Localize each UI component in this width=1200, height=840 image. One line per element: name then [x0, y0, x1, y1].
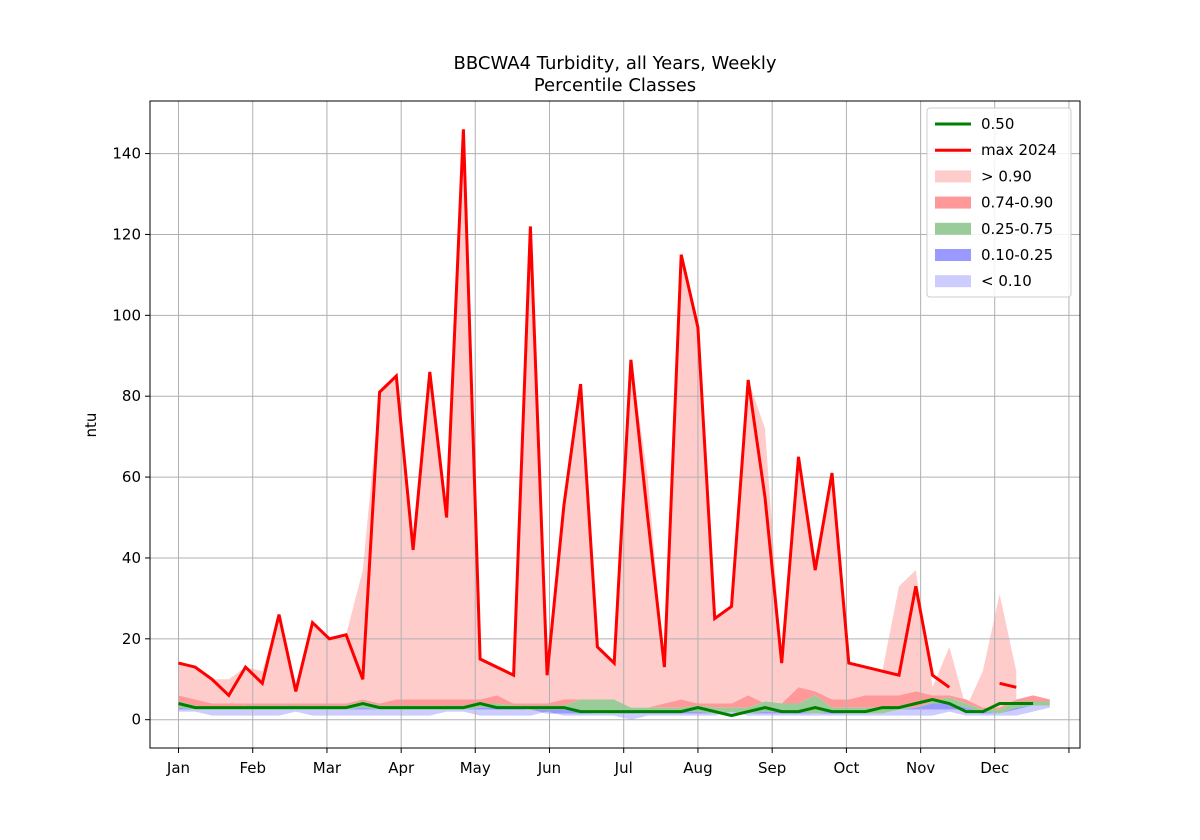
x-tick-label: Dec: [980, 759, 1009, 777]
series-line-median: [178, 697, 1034, 718]
chart-subtitle: Percentile Classes: [534, 75, 696, 96]
legend-swatch-patch: [935, 222, 971, 235]
x-tick-label: Sep: [758, 759, 786, 777]
legend-label: 0.10-0.25: [981, 246, 1053, 264]
x-tick-label: May: [460, 759, 491, 777]
x-tick-label: Oct: [833, 759, 859, 777]
legend-label: max 2024: [981, 141, 1057, 159]
band-074-090: [178, 687, 1050, 710]
x-axis: Jan Feb Mar Apr May Jun Jul Aug Sep Oct Nov Dec: [166, 748, 1070, 777]
x-tick-label: Nov: [906, 759, 935, 777]
x-tick-label: Apr: [388, 759, 415, 777]
legend: 0.50 max 2024 > 0.90 0.74-0.90 0.25-0.75 0.10…: [926, 107, 1072, 298]
x-tick-label: Jan: [166, 759, 190, 777]
series-line-max-2024: [178, 129, 1017, 698]
y-tick-label: 140: [112, 145, 141, 163]
y-tick-label: 120: [112, 225, 141, 243]
legend-label: > 0.90: [981, 167, 1032, 185]
x-tick-label: Jun: [537, 759, 561, 777]
x-tick-label: Aug: [683, 759, 712, 777]
series-lines: [178, 129, 1034, 718]
x-tick-label: Feb: [239, 759, 266, 777]
y-axis-label: ntu: [82, 413, 100, 438]
x-tick-label: Mar: [313, 759, 342, 777]
legend-swatch-patch: [935, 275, 971, 288]
y-axis: 0 20 40 60 80 100 120 140: [112, 145, 150, 729]
legend-label: 0.74-0.90: [981, 194, 1053, 212]
y-tick-label: 100: [112, 306, 141, 324]
plot-frame: [149, 100, 1081, 749]
band-below-010: [178, 705, 1050, 720]
band-above-090: [178, 129, 1017, 708]
y-tick-label: 20: [122, 630, 141, 648]
y-tick-label: 40: [122, 549, 141, 567]
x-tick-label: Jul: [614, 759, 633, 777]
y-tick-label: 80: [122, 387, 141, 405]
y-tick-label: 60: [122, 468, 141, 486]
y-tick-label: 0: [131, 711, 141, 729]
legend-label: 0.50: [981, 115, 1014, 133]
chart-title: BBCWA4 Turbidity, all Years, Weekly: [454, 53, 777, 74]
legend-swatch-patch: [935, 170, 971, 183]
gridlines: [150, 101, 1080, 748]
legend-swatch-patch: [935, 196, 971, 209]
legend-swatch-patch: [935, 249, 971, 261]
legend-label: 0.25-0.75: [981, 220, 1053, 238]
legend-label: < 0.10: [981, 272, 1032, 290]
